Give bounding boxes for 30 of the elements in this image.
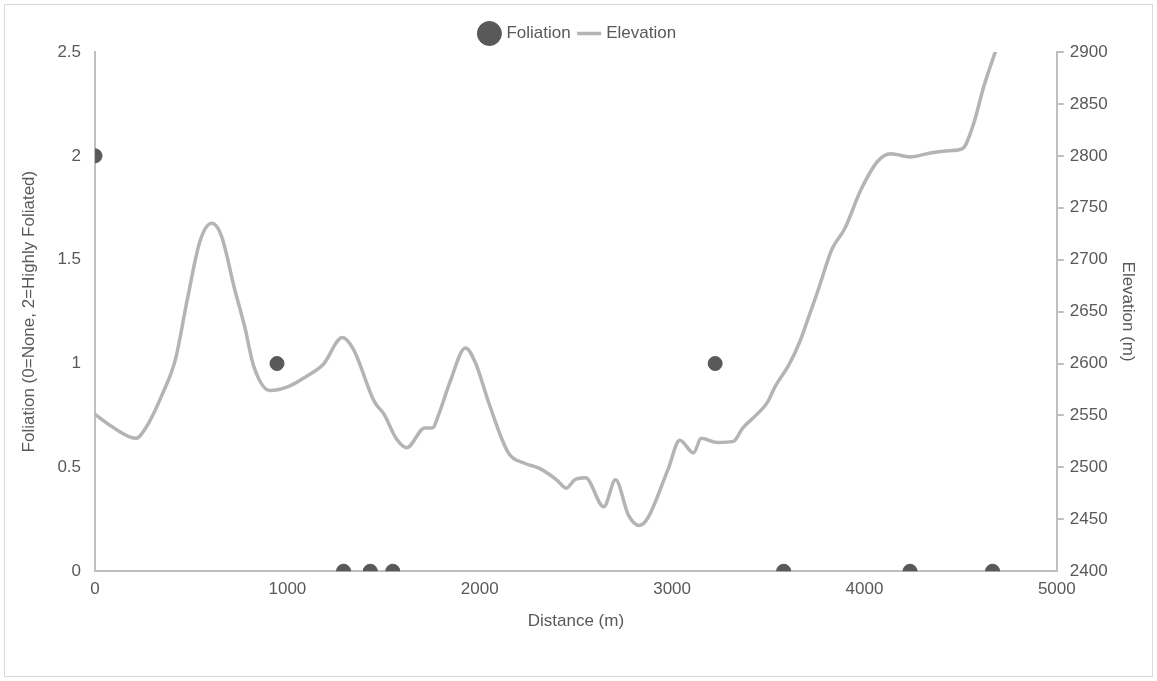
x-tick-label: 2000 xyxy=(460,579,499,599)
x-tick-label: 5000 xyxy=(1037,579,1076,599)
y-tick-label: 2 xyxy=(71,145,82,165)
x-tick-label: 0 xyxy=(90,579,100,599)
y2-tick-label: 2500 xyxy=(1069,457,1108,477)
y2-tick-label: 2450 xyxy=(1069,508,1108,528)
y2-tick-label: 2700 xyxy=(1069,249,1108,269)
x-tick-label: 1000 xyxy=(268,579,307,599)
y2-tick-label: 2600 xyxy=(1069,353,1108,373)
y-tick-label: 0 xyxy=(71,560,82,580)
y-tick-label: 1.5 xyxy=(57,249,82,269)
y-tick-label: 1 xyxy=(71,353,82,373)
y2-tick-label: 2400 xyxy=(1069,560,1108,580)
legend-label: Elevation xyxy=(606,23,677,43)
legend-label: Foliation xyxy=(506,23,571,43)
y2-tick-label: 2850 xyxy=(1069,93,1108,113)
y2-tick-label: 2800 xyxy=(1069,145,1108,165)
point xyxy=(707,356,723,372)
point xyxy=(269,356,285,372)
y-tick-label: 0.5 xyxy=(57,457,82,477)
y2-tick-label: 2750 xyxy=(1069,197,1108,217)
y2-tick-label: 2900 xyxy=(1069,41,1108,61)
y2-tick-label: 2650 xyxy=(1069,301,1108,321)
x-axis-title: Distance (m) xyxy=(527,611,625,631)
y-axis-title: Foliation (0=None, 2=Highly Foliated) xyxy=(18,170,38,453)
y2-axis-title: Elevation (m) xyxy=(1119,261,1139,362)
y-tick-label: 2.5 xyxy=(57,41,82,61)
x-tick-label: 3000 xyxy=(653,579,691,599)
x-tick-label: 4000 xyxy=(845,579,884,599)
y2-tick-label: 2550 xyxy=(1069,405,1108,425)
